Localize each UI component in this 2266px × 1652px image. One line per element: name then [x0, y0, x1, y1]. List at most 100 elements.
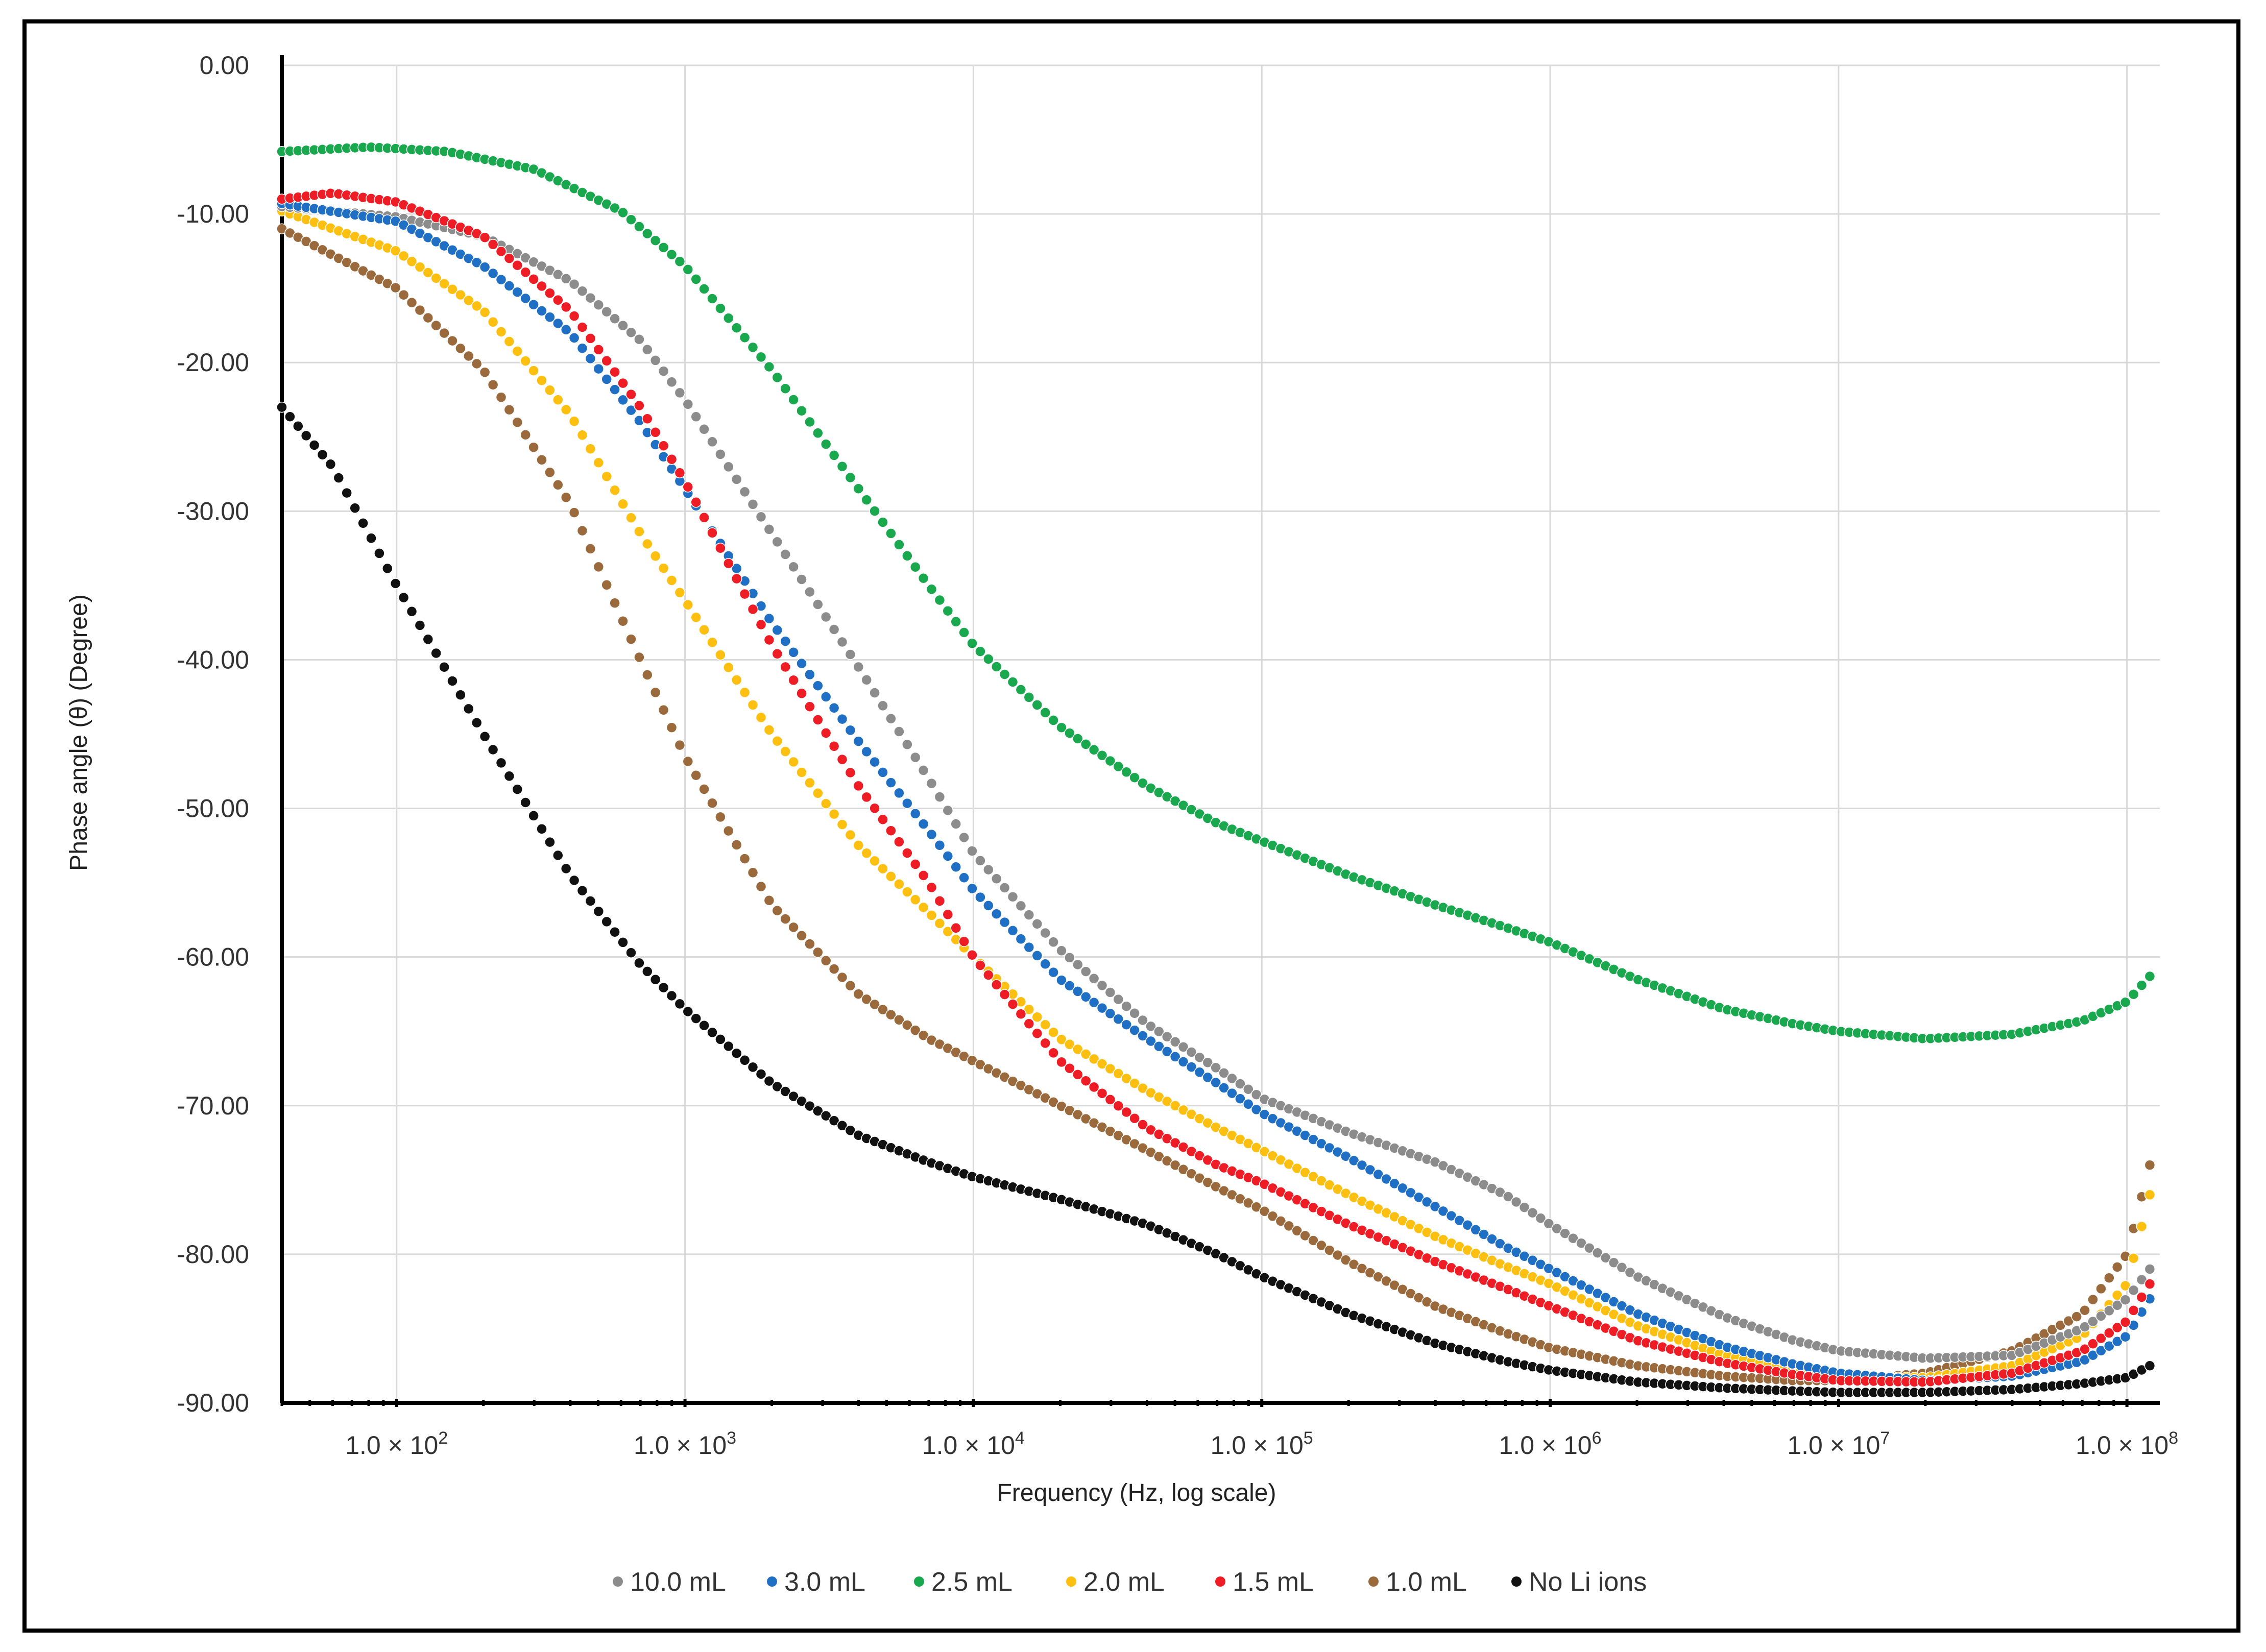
data-point: [503, 404, 515, 416]
data-point: [528, 442, 539, 453]
data-point: [902, 886, 913, 897]
data-point: [902, 739, 913, 750]
data-point: [1015, 933, 1027, 945]
data-point: [902, 797, 913, 809]
data-point: [796, 658, 807, 669]
data-point: [1080, 739, 1092, 750]
data-point: [763, 895, 775, 906]
data-point: [991, 873, 1002, 885]
data-point: [374, 548, 385, 559]
data-point: [747, 342, 759, 353]
data-point: [601, 579, 612, 591]
data-point: [2128, 988, 2139, 1000]
data-point: [2095, 1332, 2107, 1344]
data-point: [512, 784, 523, 795]
data-point: [845, 829, 856, 841]
data-point: [2087, 1338, 2099, 1349]
data-point: [503, 280, 515, 291]
data-point: [1413, 1192, 1425, 1203]
data-point: [528, 299, 539, 310]
legend-item: 3.0 mL: [767, 1567, 865, 1597]
data-point: [406, 606, 418, 617]
data-point: [1316, 1240, 1327, 1251]
data-point: [649, 974, 661, 985]
data-point: [1080, 1049, 1092, 1060]
data-point: [796, 405, 807, 417]
data-point: [788, 756, 799, 768]
data-point: [2144, 970, 2156, 982]
data-point: [512, 286, 523, 298]
data-point: [796, 574, 807, 585]
data-point: [1040, 707, 1051, 718]
data-point: [1267, 1210, 1279, 1222]
data-point: [983, 653, 994, 665]
data-point: [1177, 1056, 1189, 1067]
data-point: [495, 392, 507, 403]
data-point: [894, 879, 905, 890]
y-tick-label: -80.00: [177, 1240, 249, 1269]
data-point: [1072, 1043, 1083, 1055]
data-point: [967, 638, 978, 649]
legend: 10.0 mL 3.0 mL 2.5 mL 2.0 mL 1.5 mL 1.0 mL No …: [613, 1567, 1647, 1597]
data-point: [804, 669, 815, 681]
data-point: [820, 439, 832, 450]
data-point: [861, 746, 872, 758]
data-point: [536, 375, 547, 386]
data-point: [455, 689, 466, 700]
data-point: [763, 1075, 775, 1087]
data-point: [763, 524, 775, 535]
data-point: [1194, 1066, 1206, 1078]
data-point: [2136, 1292, 2148, 1303]
data-point: [894, 726, 905, 737]
y-tick-label: -60.00: [177, 943, 249, 971]
data-point: [690, 274, 702, 285]
data-point: [999, 916, 1010, 928]
data-point: [812, 1105, 824, 1116]
data-point: [1445, 1210, 1457, 1222]
data-point: [479, 261, 491, 273]
y-tick-label: 0.00: [200, 51, 249, 80]
data-point: [820, 611, 832, 623]
data-point: [950, 922, 961, 934]
data-point: [422, 312, 434, 324]
data-point: [1161, 1046, 1173, 1057]
data-point: [934, 840, 946, 851]
data-point: [390, 282, 401, 294]
data-point: [552, 479, 564, 491]
data-point: [1015, 900, 1027, 912]
data-point: [625, 214, 637, 225]
data-point: [755, 1068, 767, 1080]
data-point: [634, 333, 645, 345]
data-point: [601, 916, 612, 928]
x-tick-label: 1.0 × 108: [2076, 1428, 2178, 1460]
data-point: [828, 624, 840, 635]
data-point: [1080, 1075, 1092, 1086]
data-point: [609, 484, 620, 496]
data-point: [666, 249, 678, 260]
data-point: [463, 703, 474, 715]
data-point: [634, 651, 645, 663]
data-point: [1104, 755, 1116, 767]
data-point: [861, 791, 872, 803]
data-point: [625, 327, 637, 338]
data-point: [747, 499, 759, 510]
data-point: [1048, 966, 1059, 978]
data-point: [479, 367, 491, 378]
data-point: [950, 616, 961, 627]
data-point: [576, 525, 588, 537]
data-point: [439, 278, 450, 289]
data-point: [1235, 1078, 1246, 1089]
data-point: [674, 587, 686, 598]
data-point: [975, 960, 986, 971]
data-point: [1584, 1242, 1595, 1254]
legend-label: 10.0 mL: [630, 1567, 726, 1597]
data-point: [495, 326, 507, 337]
data-point: [845, 472, 856, 483]
data-point: [1210, 1077, 1221, 1088]
data-point: [804, 777, 815, 789]
data-point: [958, 832, 970, 843]
data-point: [1072, 959, 1083, 970]
data-point: [658, 982, 669, 993]
data-point: [2104, 1327, 2115, 1339]
data-point: [731, 1048, 742, 1059]
